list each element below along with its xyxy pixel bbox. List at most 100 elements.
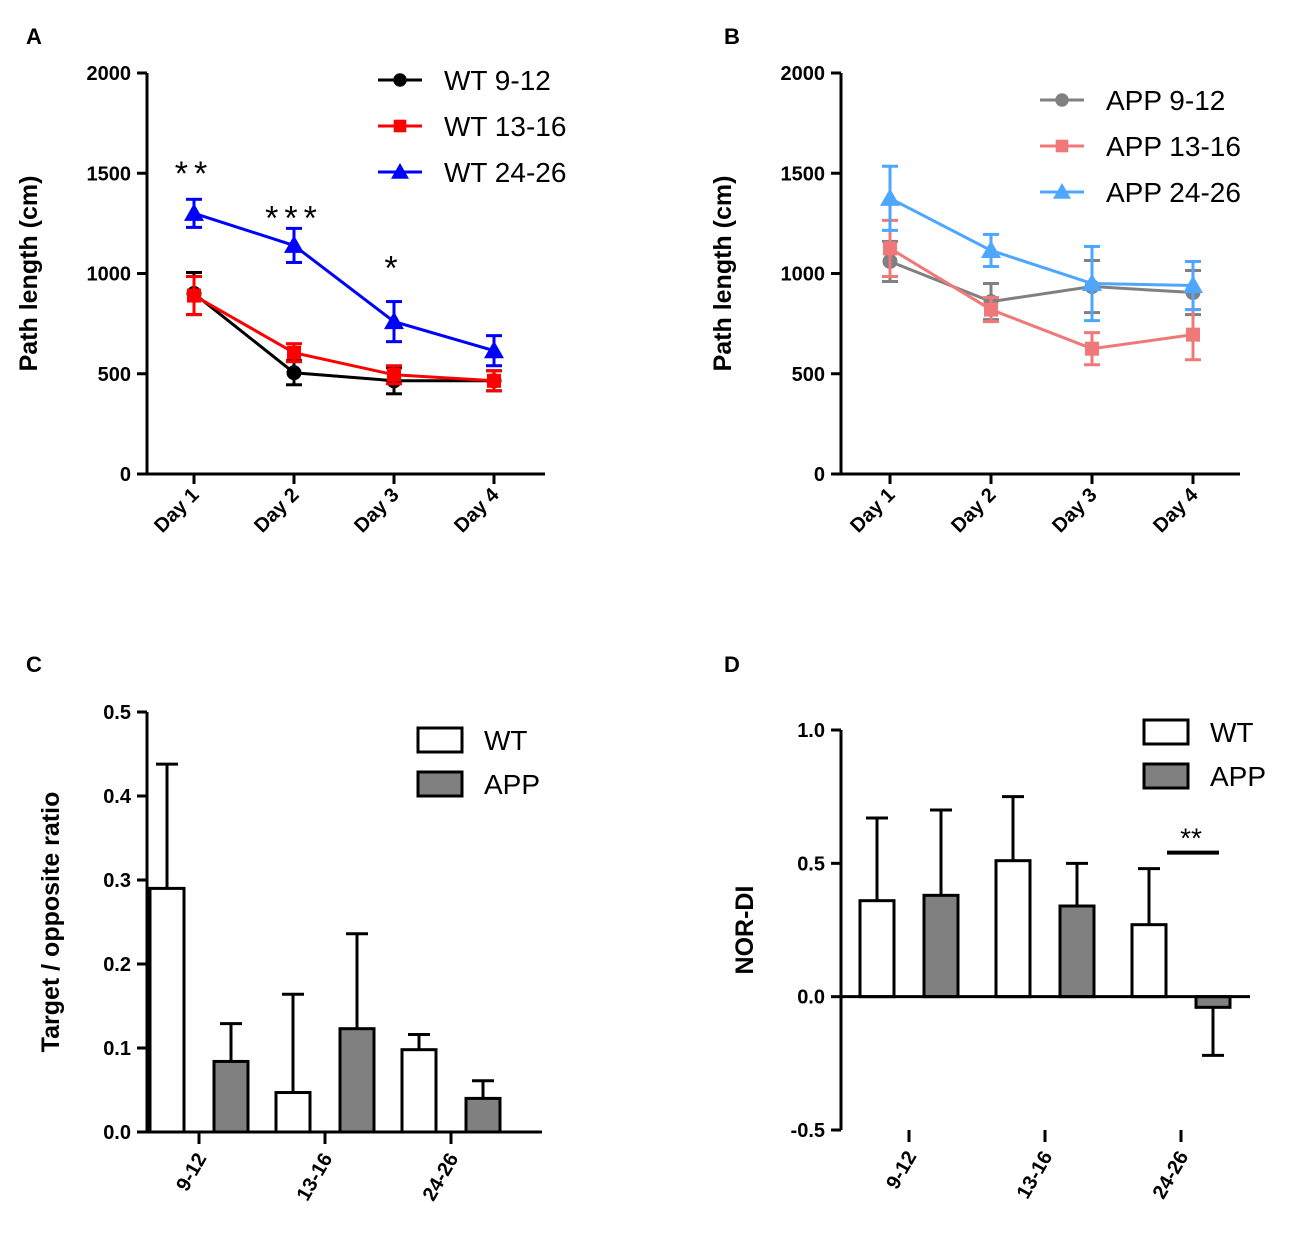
legend-label: APP 24-26 — [1106, 177, 1241, 208]
legend-label: APP — [484, 769, 540, 800]
y-tick-label: 0 — [120, 464, 131, 486]
x-tick-label: Day 4 — [450, 483, 504, 537]
y-tick-label: 0.5 — [797, 853, 825, 875]
y-tick-label: 0.5 — [103, 702, 131, 724]
series-wt-9-12 — [186, 270, 502, 396]
data-point — [284, 235, 304, 253]
legend-label: WT — [1210, 717, 1254, 748]
bar-wt-24-26 — [1130, 923, 1168, 999]
significance-label: *** — [265, 199, 323, 237]
legend-swatch — [416, 726, 464, 754]
panel-letter: B — [724, 24, 740, 49]
x-tick-label: Day 1 — [150, 484, 203, 537]
y-tick-label: 500 — [792, 364, 825, 386]
x-tick-label: Day 3 — [350, 484, 403, 537]
bar-app-13-16 — [338, 1027, 376, 1134]
data-point — [286, 365, 302, 381]
y-tick-label: 0.0 — [797, 987, 825, 1009]
panel-letter: D — [724, 652, 740, 677]
series-line — [889, 196, 1194, 288]
series-wt-24-26 — [184, 197, 504, 368]
data-point — [387, 367, 401, 382]
bar-app-13-16 — [1058, 904, 1096, 999]
legend-swatch — [1142, 718, 1190, 746]
legend-swatch — [416, 770, 464, 798]
x-tick-label: Day 4 — [1149, 483, 1203, 537]
legend-marker — [1055, 93, 1069, 107]
x-tick-label: 24-26 — [419, 1150, 464, 1205]
data-point — [487, 373, 501, 388]
panel-b: B 0 500 1000 1500 2000 Path length (cm) Day 1 Da… — [709, 24, 1241, 537]
x-tick-label: Day 2 — [250, 484, 303, 537]
data-point — [1186, 327, 1200, 342]
series-line — [193, 294, 495, 383]
legend-label: WT — [484, 725, 528, 756]
bar-wt-13-16 — [274, 1091, 312, 1134]
significance-label: * — [384, 249, 403, 287]
panel-c: C 0.0 0.1 0.2 0.3 0.4 0.5 Target / opposite rat… — [26, 652, 542, 1205]
panel-letter: C — [26, 652, 42, 677]
data-point — [1085, 341, 1099, 356]
data-point — [880, 188, 900, 206]
series-wt-13-16 — [186, 275, 502, 393]
y-tick-label: 0.0 — [103, 1122, 131, 1144]
bar-app-24-26 — [464, 1096, 502, 1134]
series-line — [193, 292, 494, 383]
data-point — [187, 288, 201, 303]
legend-entry-app-13-16: APP 13-16 — [1040, 131, 1241, 162]
legend-marker — [393, 73, 407, 87]
x-tick-label: Day 1 — [846, 484, 899, 537]
data-point — [1082, 273, 1102, 292]
y-tick-label: 0.1 — [103, 1038, 131, 1060]
data-point — [981, 240, 1001, 258]
data-point — [1183, 275, 1203, 294]
legend-entry-wt-13-16: WT 13-16 — [378, 111, 566, 142]
bar-wt-24-26 — [400, 1048, 438, 1134]
y-tick-label: 1000 — [87, 264, 132, 286]
legend-entry-wt: WT — [1142, 717, 1254, 748]
legend-label: APP — [1210, 761, 1266, 792]
legend-marker — [391, 163, 409, 179]
significance-label: ** — [1180, 822, 1202, 853]
y-tick-label: 1.0 — [797, 720, 825, 742]
legend-entry-app: APP — [416, 769, 540, 800]
y-axis-title: Path length (cm) — [709, 176, 737, 372]
series-line — [889, 247, 1194, 351]
y-tick-label: 0 — [814, 464, 825, 486]
bar-app-9-12 — [212, 1059, 250, 1134]
series-app-9-12 — [882, 239, 1201, 322]
y-tick-label: 1000 — [781, 264, 826, 286]
x-tick-label: Day 3 — [1048, 484, 1101, 537]
legend-marker — [1053, 183, 1071, 199]
y-tick-label: 0.4 — [103, 786, 132, 808]
data-point — [184, 203, 204, 221]
legend-entry-app-9-12: APP 9-12 — [1040, 85, 1225, 116]
y-tick-label: 1500 — [87, 163, 132, 185]
legend-label: APP 9-12 — [1106, 85, 1225, 116]
data-point — [484, 340, 504, 359]
legend-label: WT 13-16 — [444, 111, 566, 142]
series-line — [193, 211, 495, 353]
panel-d: D -0.5 0.0 0.5 1.0 NOR-DI 9-12 13-16 24-26 WT APP *… — [724, 652, 1266, 1203]
series-line — [889, 260, 1194, 304]
y-tick-label: -0.5 — [791, 1120, 825, 1142]
data-point — [384, 311, 404, 330]
y-tick-label: 2000 — [781, 63, 826, 85]
bar-wt-13-16 — [994, 859, 1032, 999]
legend-marker — [1055, 139, 1069, 153]
y-axis-title: Path length (cm) — [15, 176, 43, 372]
significance-label: ** — [175, 155, 213, 193]
x-tick-label: 13-16 — [1013, 1148, 1058, 1203]
panel-letter: A — [26, 24, 42, 49]
y-tick-label: 500 — [98, 364, 131, 386]
legend-label: APP 13-16 — [1106, 131, 1241, 162]
legend-entry-app: APP — [1142, 761, 1266, 792]
legend-entry-wt-24-26: WT 24-26 — [378, 157, 566, 188]
y-tick-label: 1500 — [781, 163, 826, 185]
y-axis-title: NOR-DI — [731, 886, 759, 975]
series-app-13-16 — [882, 218, 1201, 367]
x-tick-label: 9-12 — [172, 1150, 211, 1196]
legend-entry-wt: WT — [416, 725, 528, 756]
bar-wt-9-12 — [148, 886, 186, 1134]
legend-label: WT 24-26 — [444, 157, 566, 188]
